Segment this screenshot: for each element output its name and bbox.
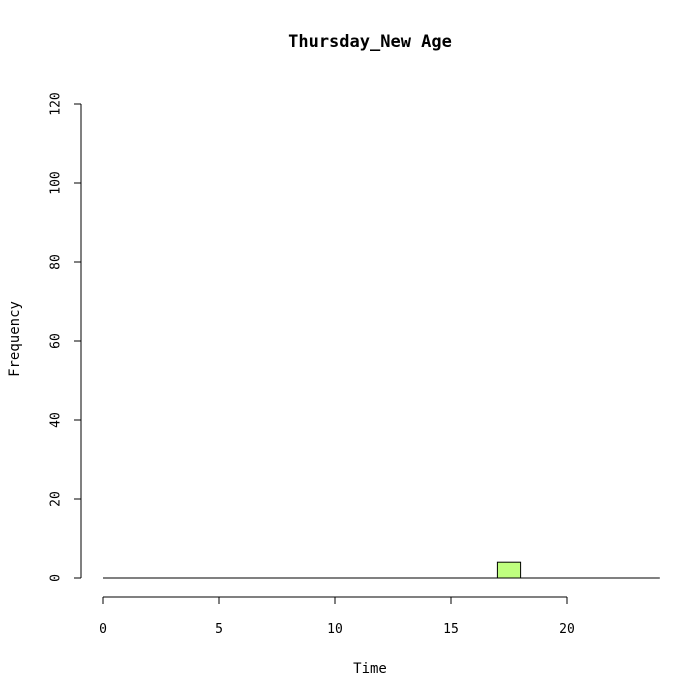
y-tick-label: 20 (49, 491, 64, 507)
x-axis: 0 5 10 15 20 (99, 596, 575, 637)
x-tick-label: 15 (443, 622, 459, 637)
x-tick-label: 20 (559, 622, 575, 637)
histogram-bar (496, 561, 522, 579)
y-tick-label: 0 (49, 574, 64, 582)
y-tick-label: 120 (49, 92, 64, 115)
x-tick-label: 0 (99, 622, 107, 637)
y-tick-label: 80 (49, 254, 64, 270)
y-tick-label: 100 (49, 171, 64, 194)
y-tick-label: 40 (49, 412, 64, 428)
x-tick-label: 5 (215, 622, 223, 637)
chart-title: Thursday_New Age (288, 32, 452, 52)
y-axis: 0 20 40 60 80 100 120 (49, 92, 82, 582)
y-axis-label: Frequency (7, 301, 23, 377)
x-axis-label: Time (353, 661, 387, 677)
y-tick-label: 60 (49, 333, 64, 349)
bars (103, 561, 660, 579)
x-tick-label: 10 (327, 622, 343, 637)
